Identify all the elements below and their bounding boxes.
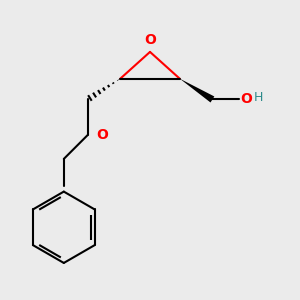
- Polygon shape: [180, 79, 214, 103]
- Text: H: H: [254, 92, 263, 104]
- Text: O: O: [241, 92, 253, 106]
- Text: O: O: [97, 128, 108, 142]
- Text: O: O: [144, 33, 156, 46]
